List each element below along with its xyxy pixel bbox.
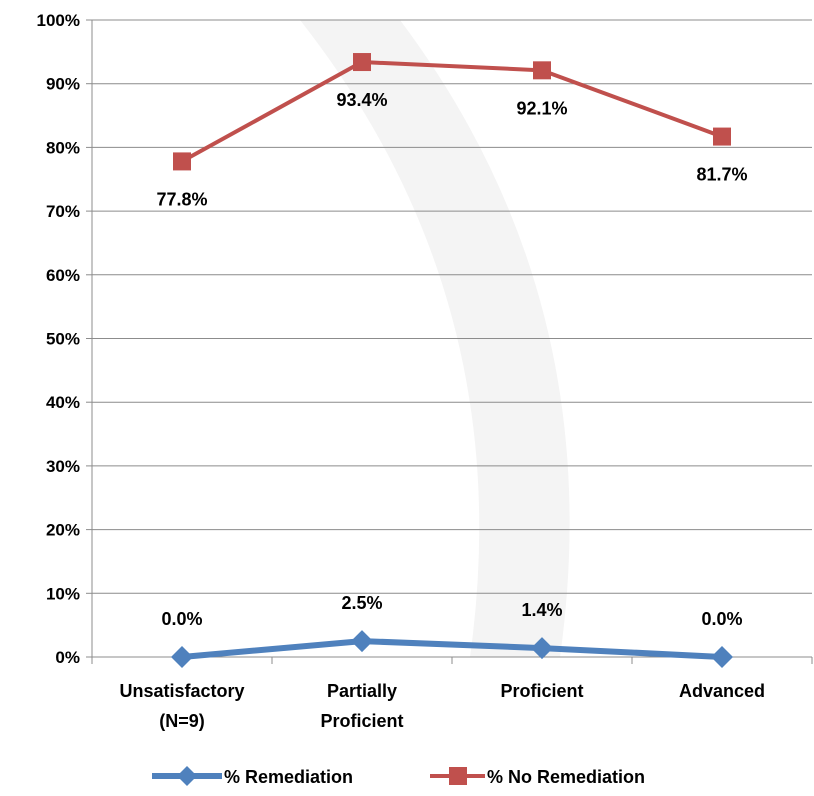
data-label: 92.1%: [516, 98, 567, 118]
legend: % Remediation % No Remediation: [152, 766, 645, 787]
y-tick-label: 10%: [46, 584, 80, 603]
series-lines: [171, 53, 733, 668]
data-label: 93.4%: [336, 90, 387, 110]
data-point-marker: [531, 637, 553, 660]
series-line-no-remediation: [181, 60, 723, 164]
y-tick-label: 70%: [46, 202, 80, 221]
y-tick-label: 40%: [46, 393, 80, 412]
data-point-marker: [351, 630, 373, 653]
x-category-label: Unsatisfactory (N=9): [119, 681, 244, 731]
data-point-marker: [533, 61, 551, 80]
data-point-marker: [711, 646, 733, 668]
data-label: 81.7%: [696, 165, 747, 185]
x-category-label: Partially Proficient: [320, 681, 403, 731]
x-category-label: Proficient: [500, 681, 583, 701]
x-axis-category-labels: Unsatisfactory (N=9) Partially Proficient Pr…: [119, 681, 765, 731]
legend-marker: [449, 767, 467, 785]
background-watermark: [300, 20, 570, 657]
y-tick-label: 90%: [46, 75, 80, 94]
data-label: 2.5%: [341, 593, 382, 613]
gridlines: [86, 19, 812, 658]
data-label: 77.8%: [156, 189, 207, 209]
y-axis-tick-labels: 0% 10% 20% 30% 40% 50% 60% 70% 80% 90% 100%: [37, 11, 80, 667]
y-tick-label: 80%: [46, 138, 80, 157]
y-tick-label: 30%: [46, 457, 80, 476]
data-point-marker: [173, 152, 191, 171]
data-point-marker: [713, 127, 731, 146]
x-category-label: Advanced: [679, 681, 765, 701]
series-line-remediation: [181, 638, 723, 660]
y-tick-label: 100%: [37, 11, 80, 30]
legend-entry-label: % Remediation: [224, 767, 353, 787]
legend-entry-label: % No Remediation: [487, 767, 645, 787]
legend-marker: [177, 766, 197, 786]
y-tick-label: 0%: [55, 648, 80, 667]
data-label: 1.4%: [521, 600, 562, 620]
data-labels: 0.0% 2.5% 1.4% 0.0% 77.8% 93.4% 92.1% 81.7%: [156, 90, 747, 629]
data-point-marker: [171, 646, 193, 668]
y-tick-label: 20%: [46, 521, 80, 540]
data-point-marker: [353, 53, 371, 72]
watermark-swoosh: [300, 20, 570, 657]
data-label: 0.0%: [701, 609, 742, 629]
y-tick-label: 50%: [46, 330, 80, 349]
data-label: 0.0%: [161, 609, 202, 629]
y-tick-label: 60%: [46, 266, 80, 285]
